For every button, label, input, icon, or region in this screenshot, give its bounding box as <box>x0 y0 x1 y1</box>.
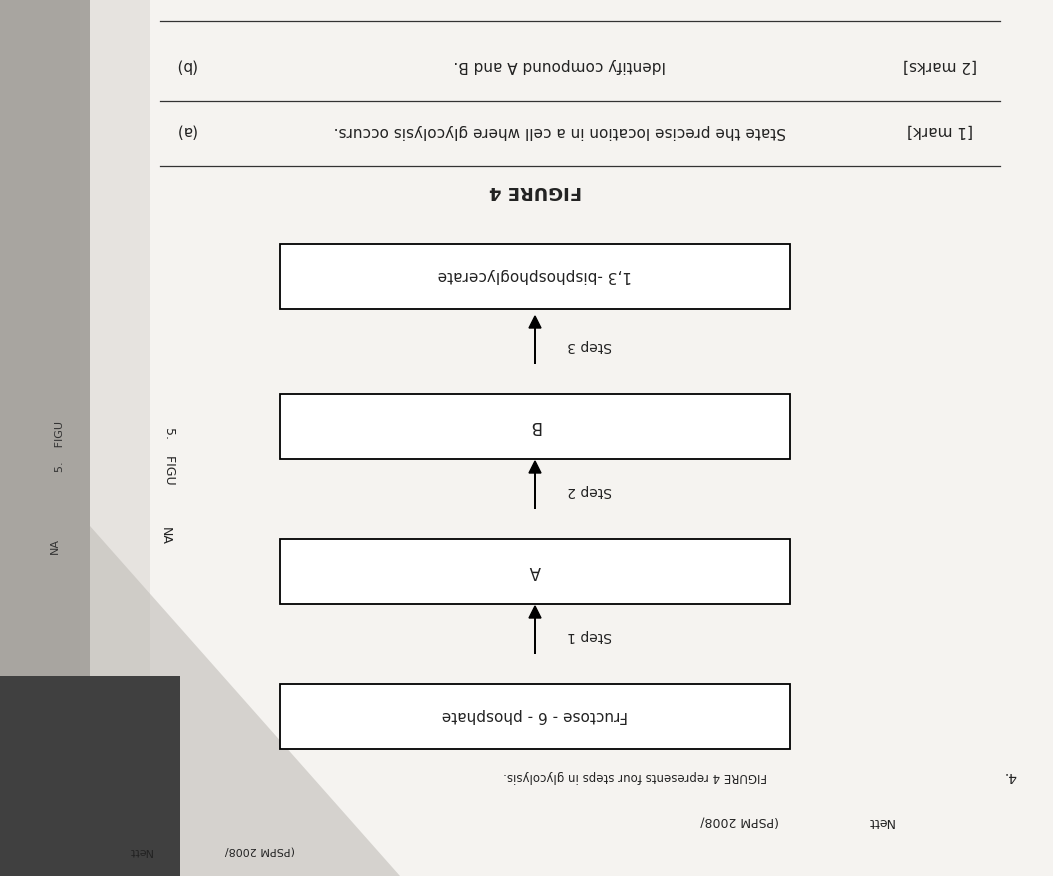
Text: (b): (b) <box>174 59 196 74</box>
Text: B: B <box>530 417 540 435</box>
Text: 5.    FIGU: 5. FIGU <box>55 420 65 471</box>
Text: 4.: 4. <box>1004 769 1016 783</box>
Text: (PSPM 2008/: (PSPM 2008/ <box>225 846 295 856</box>
Text: Nett: Nett <box>867 815 893 828</box>
Polygon shape <box>90 526 400 876</box>
Text: NA: NA <box>159 527 172 545</box>
Polygon shape <box>90 0 1053 876</box>
Polygon shape <box>0 0 90 876</box>
Text: Fructose - 6 - phosphate: Fructose - 6 - phosphate <box>442 709 629 724</box>
FancyArrow shape <box>529 606 541 654</box>
Bar <box>280 393 790 458</box>
Text: NA: NA <box>49 538 60 554</box>
Text: Step 1: Step 1 <box>568 629 613 643</box>
Text: Step 3: Step 3 <box>568 339 613 353</box>
Text: 1,3 -bisphosphoglycerate: 1,3 -bisphosphoglycerate <box>438 269 632 284</box>
Text: State the precise location in a cell where glycolysis occurs.: State the precise location in a cell whe… <box>334 124 787 138</box>
FancyArrow shape <box>529 461 541 509</box>
Bar <box>280 539 790 604</box>
Text: FIGURE 4 represents four steps in glycolysis.: FIGURE 4 represents four steps in glycol… <box>503 769 767 782</box>
Text: Step 2: Step 2 <box>568 484 613 498</box>
FancyArrow shape <box>529 316 541 364</box>
Text: (PSPM 2008/: (PSPM 2008/ <box>700 815 779 828</box>
FancyBboxPatch shape <box>0 676 180 876</box>
Text: FIGURE 4: FIGURE 4 <box>489 182 581 200</box>
Text: A: A <box>530 562 540 580</box>
Text: [2 marks]: [2 marks] <box>903 59 977 74</box>
Text: 5.    FIGU: 5. FIGU <box>163 427 177 484</box>
Bar <box>280 683 790 748</box>
Text: (a): (a) <box>175 124 196 138</box>
Text: [1 mark]: [1 mark] <box>907 124 973 138</box>
Text: Identify compound A and B.: Identify compound A and B. <box>454 59 667 74</box>
Text: Nett: Nett <box>128 846 152 856</box>
FancyBboxPatch shape <box>90 0 150 876</box>
Bar <box>280 244 790 308</box>
